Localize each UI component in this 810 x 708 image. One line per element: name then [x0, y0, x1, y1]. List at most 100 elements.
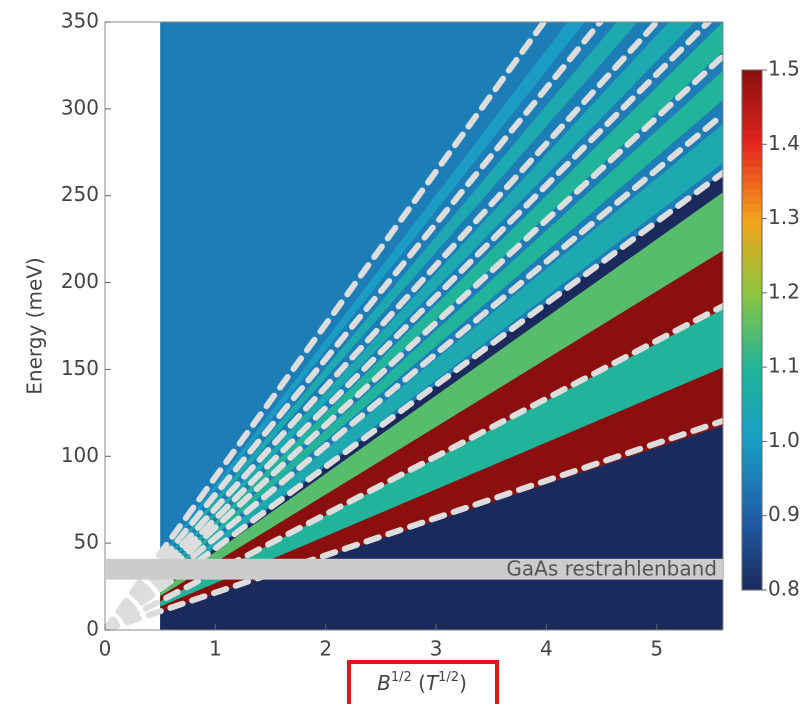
colorbar-cell	[742, 470, 762, 480]
colorbar-cell	[742, 277, 762, 286]
heatmap-ridge	[160, 192, 723, 602]
x-label-part: 1/2	[438, 670, 459, 685]
colorbar-cell	[742, 114, 762, 123]
colorbar-cell	[742, 448, 762, 457]
colorbar-cell	[742, 106, 762, 116]
colorbar-cell	[742, 396, 762, 405]
x-label-part: 1/2	[391, 670, 412, 685]
colorbar-cell	[742, 359, 762, 368]
colorbar-cell	[742, 478, 762, 487]
fit-line	[105, 22, 548, 630]
y-tick-label: 150	[61, 356, 99, 380]
y-tick-label: 350	[61, 9, 99, 33]
colorbar-cell	[742, 440, 762, 450]
x-label-part: )	[459, 671, 467, 695]
colorbar-cell	[742, 351, 762, 361]
colorbar-cell	[742, 292, 762, 301]
colorbar-cell	[742, 411, 762, 420]
colorbar-cell	[742, 247, 762, 257]
colorbar-cell	[742, 530, 762, 539]
highlight-box	[347, 660, 499, 704]
fit-line	[105, 53, 723, 630]
heatmap-ridge	[160, 308, 723, 612]
colorbar-cell	[742, 374, 762, 383]
fit-lines	[105, 22, 723, 630]
colorbar-tick-label: 1.1	[768, 354, 800, 378]
colorbar-cell	[742, 322, 762, 331]
x-tick-label: 0	[99, 637, 112, 661]
colorbar-cell	[742, 426, 762, 435]
heatmap-ridge	[160, 22, 723, 579]
colorbar-cell	[742, 180, 762, 190]
x-label-part: (	[412, 671, 426, 695]
colorbar-cell	[742, 500, 762, 509]
annotation-band	[105, 558, 723, 580]
colorbar-cell	[742, 336, 762, 346]
heatmap-ridge	[160, 367, 723, 612]
colorbar-cell	[742, 69, 762, 78]
colorbar-cell	[742, 173, 762, 182]
colorbar-cell	[742, 240, 762, 249]
colorbar-cell	[742, 567, 762, 576]
colorbar-cell	[742, 433, 762, 442]
colorbar-cell	[742, 455, 762, 465]
fit-line	[105, 169, 723, 630]
colorbar-cell	[742, 232, 762, 242]
heatmap-ridge	[160, 124, 723, 589]
colorbar-cell	[742, 574, 762, 584]
colorbar-cell	[742, 307, 762, 316]
colorbar-cell	[742, 329, 762, 338]
colorbar-cell	[742, 188, 762, 197]
colorbar-frame	[741, 69, 763, 591]
colorbar-cell	[742, 262, 762, 272]
colorbar-cell	[742, 299, 762, 309]
x-tick-label: 3	[430, 637, 443, 661]
colorbar-cell	[742, 210, 762, 220]
y-tick-label: 300	[61, 95, 99, 119]
colorbar-cell	[742, 158, 762, 168]
colorbar-cell	[742, 537, 762, 546]
colorbar-cell	[742, 344, 762, 353]
colorbar-cell	[742, 166, 762, 175]
colorbar-cell	[742, 515, 762, 524]
colorbar-cell	[742, 225, 762, 234]
colorbar-cell	[742, 203, 762, 212]
heatmap-ridge	[160, 22, 638, 568]
plot-frame	[104, 21, 724, 631]
x-label-part: T	[426, 671, 440, 695]
colorbar-cell	[742, 418, 762, 428]
colorbar-cell	[742, 270, 762, 279]
colorbar-tick-label: 1.4	[768, 131, 800, 155]
y-tick-label: 50	[74, 530, 99, 554]
colorbar-cell	[742, 544, 762, 554]
colorbar-cell	[742, 522, 762, 532]
colorbar-cell	[742, 76, 762, 86]
colorbar-cell	[742, 284, 762, 294]
colorbar-cell	[742, 381, 762, 390]
colorbar-cell	[742, 366, 762, 376]
colorbar-cell	[742, 91, 762, 101]
colorbar-cell	[742, 582, 762, 591]
colorbar-cell	[742, 403, 762, 413]
colorbar-cell	[742, 388, 762, 398]
colorbar-cell	[742, 552, 762, 561]
fit-line	[105, 22, 713, 630]
colorbar-cell	[742, 255, 762, 264]
colorbar-cell	[742, 218, 762, 227]
y-tick-label: 0	[86, 617, 99, 641]
colorbar-cell	[742, 485, 762, 494]
y-tick-label: 200	[61, 269, 99, 293]
x-tick-label: 2	[319, 637, 332, 661]
colorbar-cell	[742, 507, 762, 517]
colorbar-cell	[742, 128, 762, 138]
colorbar-tick-label: 1.5	[768, 57, 800, 81]
colorbar-cell	[742, 121, 762, 130]
heatmap-ridge	[160, 22, 585, 561]
heatmap	[160, 22, 723, 630]
heatmap-ridge	[160, 250, 723, 602]
colorbar-cell	[742, 314, 762, 324]
colorbar-tick-label: 0.9	[768, 502, 800, 526]
colorbar-tick-label: 1.3	[768, 205, 800, 229]
colorbar-cell	[742, 136, 762, 145]
colorbar-cell	[742, 99, 762, 108]
